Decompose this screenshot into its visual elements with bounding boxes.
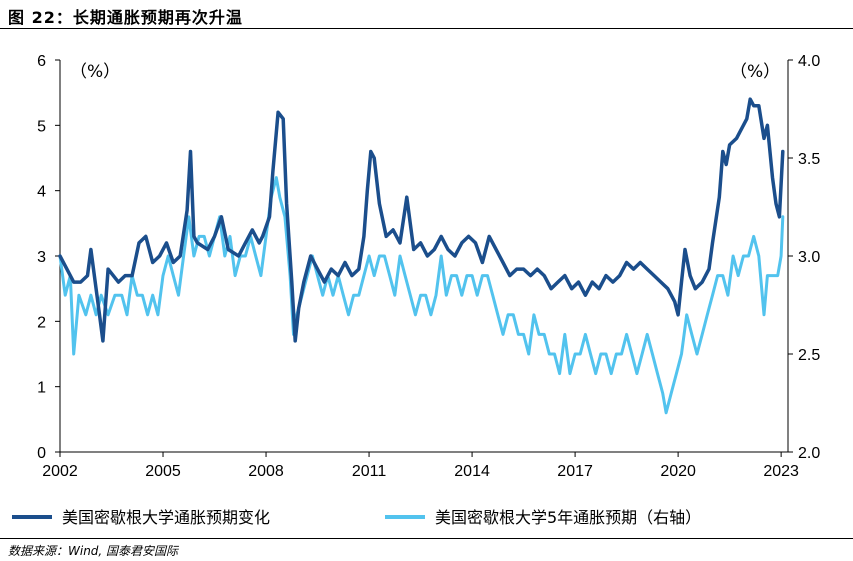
right-axis-unit-label: （%）: [730, 62, 780, 82]
x-axis-tick-label: 2014: [454, 463, 490, 480]
left-axis-tick-label: 0: [37, 445, 46, 462]
x-axis-tick-label: 2002: [42, 463, 78, 480]
left-axis-tick-label: 1: [37, 380, 46, 397]
right-axis-tick-label: 4.0: [798, 53, 820, 70]
x-axis-tick-label: 2008: [248, 463, 284, 480]
x-axis-tick-label: 2011: [352, 463, 387, 480]
title-divider: [0, 28, 853, 29]
legend-label-dark-series: 美国密歇根大学通胀预期变化: [62, 508, 270, 527]
chart-legend: 美国密歇根大学通胀预期变化 美国密歇根大学5年通胀预期（右轴）: [12, 508, 701, 527]
left-axis-unit-label: （%）: [70, 62, 120, 82]
x-axis-tick-label: 2023: [763, 463, 799, 480]
source-note: 数据来源：Wind, 国泰君安国际: [8, 544, 179, 558]
chart-series-layer: [58, 97, 785, 415]
x-axis-tick-label: 2020: [660, 463, 696, 480]
left-axis-tick-label: 5: [37, 118, 46, 135]
left-axis-tick-label: 6: [37, 53, 46, 70]
right-axis-tick-label: 3.0: [798, 249, 820, 266]
footer-divider: [0, 538, 853, 539]
left-axis-tick-label: 4: [37, 184, 46, 201]
chart-axes: 0 1 2 3 4 5 6 2.0 2.5 3.0 3.5 4.0 2002 2005 2008 2011 20…: [37, 53, 820, 480]
series-line-light: [58, 176, 785, 415]
right-axis-tick-label: 2.0: [798, 445, 820, 462]
figure-title: 图 22：长期通胀预期再次升温: [8, 8, 243, 27]
legend-label-light-series: 美国密歇根大学5年通胀预期（右轴）: [435, 508, 701, 527]
x-axis-tick-label: 2017: [557, 463, 593, 480]
x-axis-tick-label: 2005: [145, 463, 181, 480]
series-line-dark: [58, 97, 785, 343]
right-axis-tick-label: 2.5: [798, 347, 820, 364]
left-axis-tick-label: 2: [37, 314, 46, 331]
left-axis-tick-label: 3: [37, 249, 46, 266]
right-axis-tick-label: 3.5: [798, 151, 820, 168]
